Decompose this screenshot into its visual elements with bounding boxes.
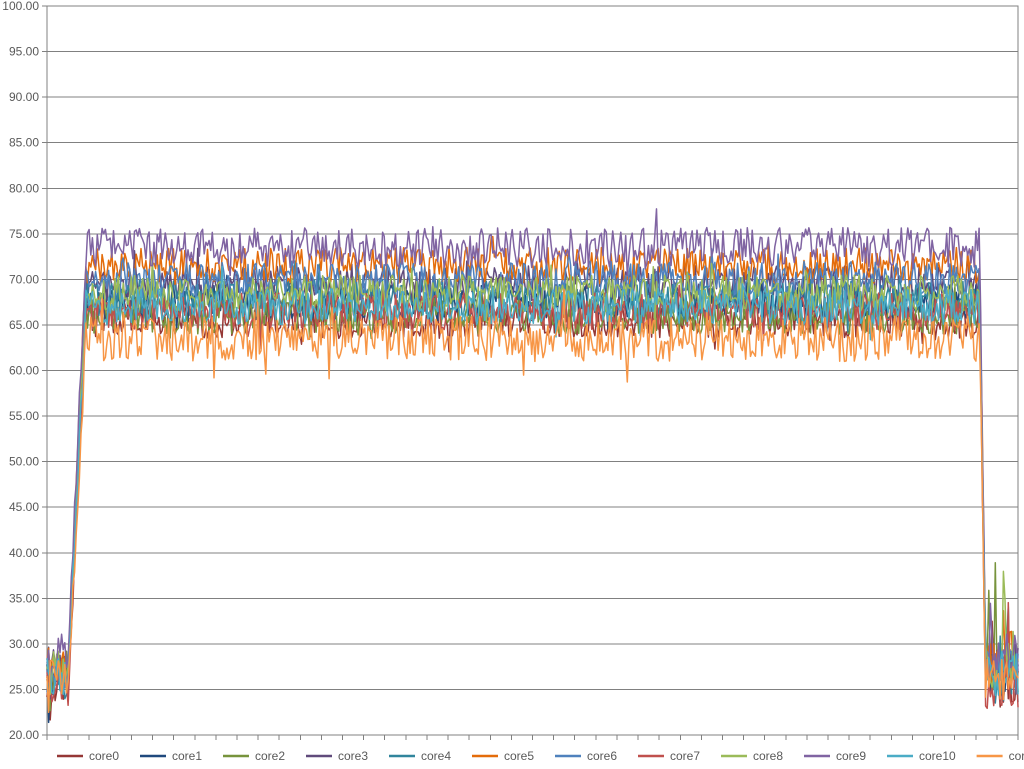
legend-item-core11: core11 [977,749,1024,763]
legend-item-core6: core6 [555,749,617,763]
y-tick-label: 35.00 [9,591,39,605]
legend-item-core5: core5 [472,749,534,763]
y-tick-label: 85.00 [9,136,39,150]
y-tick-label: 60.00 [9,364,39,378]
y-tick-label: 55.00 [9,409,39,423]
y-tick-label: 25.00 [9,682,39,696]
y-tick-label: 90.00 [9,90,39,104]
x-minor-ticks [47,735,1018,740]
y-tick-label: 45.00 [9,500,39,514]
y-tick-label: 80.00 [9,181,39,195]
legend-item-core9: core9 [804,749,866,763]
legend-item-core7: core7 [638,749,700,763]
y-tick-label: 75.00 [9,227,39,241]
legend-label: core11 [1009,749,1024,763]
legend-label: core0 [89,749,119,763]
y-tick-label: 70.00 [9,272,39,286]
y-tick-label: 65.00 [9,318,39,332]
legend-label: core4 [421,749,451,763]
chart-svg: 20.00 25.00 30.00 35.00 40.00 45.00 50.00 55.00… [0,0,1024,769]
legend-label: core10 [919,749,956,763]
legend-label: core2 [255,749,285,763]
y-tick-label: 100.00 [2,0,39,13]
legend-label: core1 [172,749,202,763]
legend-label: core6 [587,749,617,763]
series-core11 [47,289,1018,712]
y-axis-ticks: 20.00 25.00 30.00 35.00 40.00 45.00 50.00 55.00… [2,0,39,742]
legend-label: core9 [836,749,866,763]
y-tick-label: 50.00 [9,455,39,469]
y-tick-label: 95.00 [9,45,39,59]
legend-label: core8 [753,749,783,763]
legend-item-core0: core0 [57,749,119,763]
legend-item-core8: core8 [721,749,783,763]
legend-item-core4: core4 [389,749,451,763]
y-tick-label: 30.00 [9,637,39,651]
legend-label: core3 [338,749,368,763]
legend-item-core3: core3 [306,749,368,763]
legend-item-core2: core2 [223,749,285,763]
legend-label: core5 [504,749,534,763]
y-tick-label: 20.00 [9,728,39,742]
chart-container: 20.00 25.00 30.00 35.00 40.00 45.00 50.00 55.00… [0,0,1024,769]
legend-item-core1: core1 [140,749,202,763]
y-tick-label: 40.00 [9,546,39,560]
gridlines [42,6,1018,735]
series-group [47,209,1018,723]
legend: core0 core1 core2 core3 core4 core5 core6 core7… [57,749,1024,763]
legend-item-core10: core10 [887,749,956,763]
legend-label: core7 [670,749,700,763]
